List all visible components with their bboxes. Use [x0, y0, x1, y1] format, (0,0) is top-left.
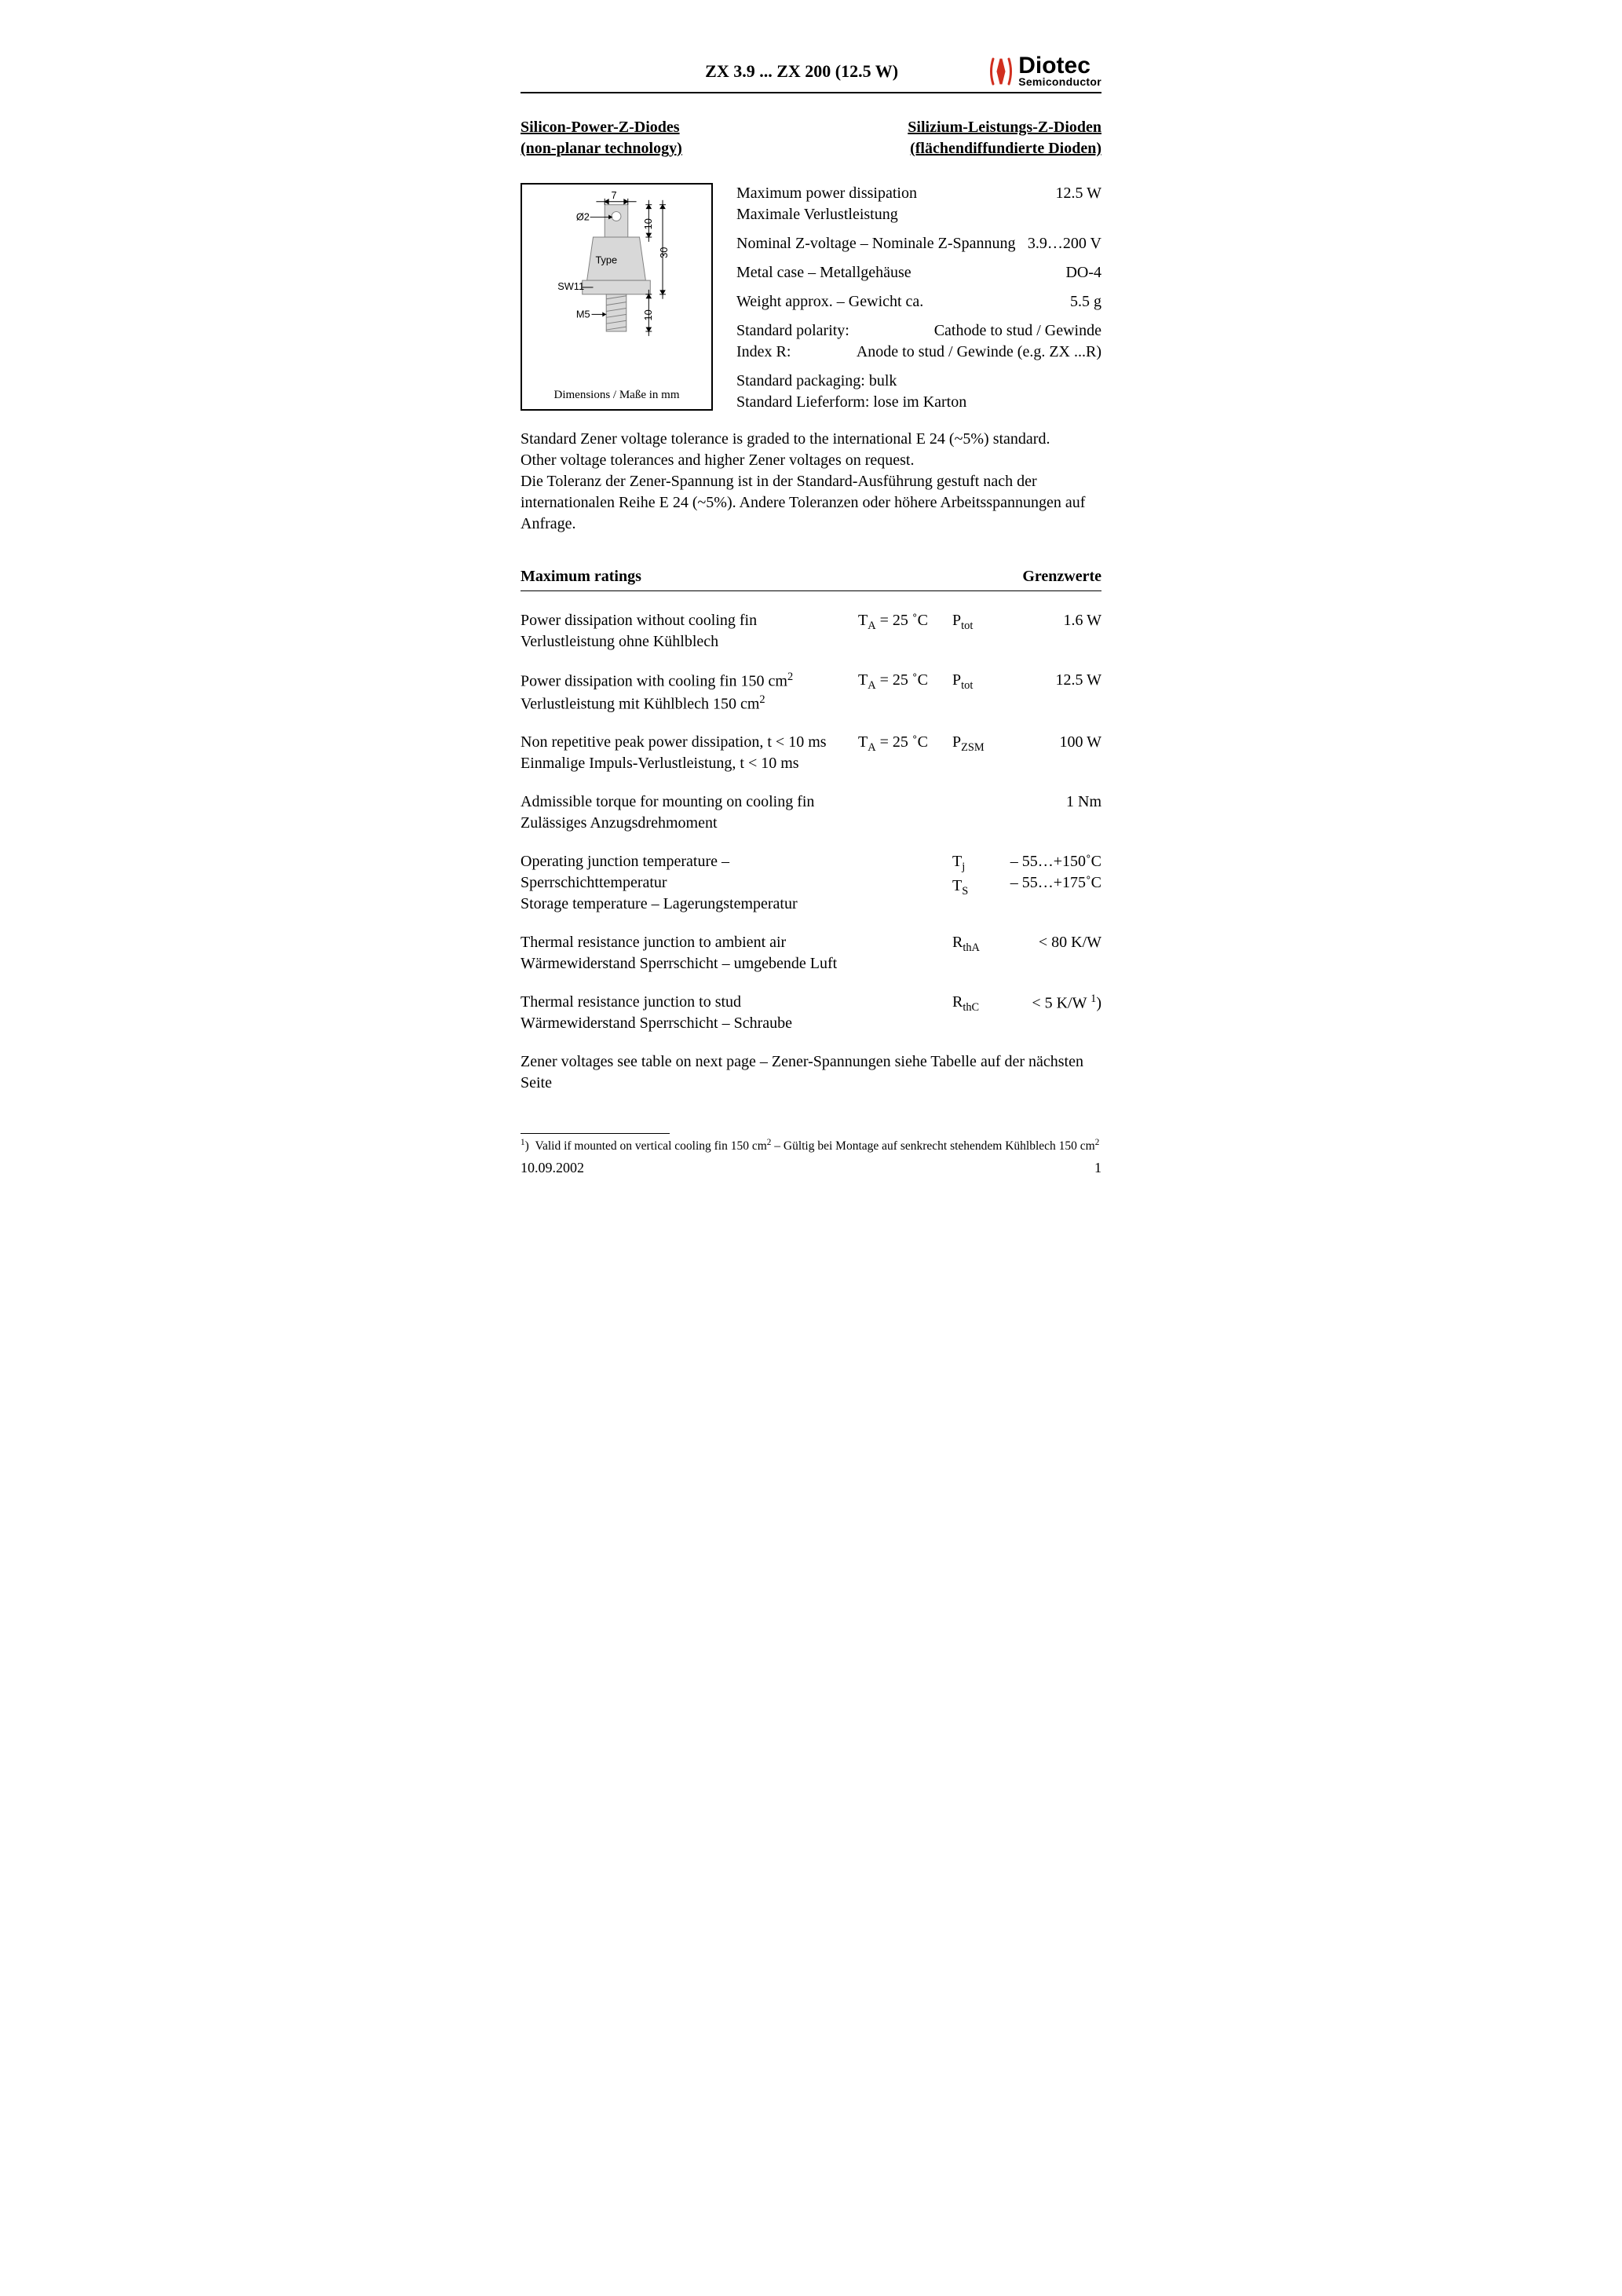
- rating-condition: TA = 25 ˚C: [858, 610, 952, 634]
- label-hex: SW11: [557, 280, 584, 292]
- overview-section: 7 Ø2 10: [521, 183, 1101, 413]
- tolerance-line: Standard Zener voltage tolerance is grad…: [521, 429, 1101, 450]
- rating-row: Thermal resistance junction to studWärme…: [521, 992, 1101, 1034]
- dimension-drawing: 7 Ø2 10: [521, 183, 713, 411]
- spec-value: 12.5 W: [1046, 183, 1101, 225]
- footer-date: 10.09.2002: [521, 1158, 584, 1177]
- footnote: 1) Valid if mounted on vertical cooling …: [521, 1137, 1101, 1155]
- subtitle-left: Silicon-Power-Z-Diodes (non-planar techn…: [521, 117, 682, 159]
- spec-row: Maximum power dissipation Maximale Verlu…: [736, 183, 1101, 225]
- rating-symbol: RthC: [952, 992, 1007, 1015]
- spec-row: Weight approx. – Gewicht ca. 5.5 g: [736, 291, 1101, 313]
- subtitle-right-l1: Silizium-Leistungs-Z-Dioden: [908, 119, 1101, 136]
- diagram-caption: Dimensions / Maße in mm: [554, 387, 680, 403]
- rating-symbol: RthA: [952, 932, 1007, 956]
- page-header: ZX 3.9 ... ZX 200 (12.5 W) Diotec Semico…: [521, 55, 1101, 93]
- polarity-label-1: Standard polarity:: [736, 320, 925, 342]
- label-type: Type: [595, 254, 617, 265]
- rating-value: 1.6 W: [1007, 610, 1101, 631]
- spec-label: Nominal Z-voltage – Nominale Z-Spannung: [736, 233, 1018, 254]
- packaging-de: Standard Lieferform: lose im Karton: [736, 392, 1101, 413]
- rating-value: 1 Nm: [1007, 792, 1101, 813]
- header-title: ZX 3.9 ... ZX 200 (12.5 W): [615, 60, 988, 83]
- spec-value: 5.5 g: [1061, 291, 1101, 313]
- spec-label-de: Maximale Verlustleistung: [736, 206, 898, 223]
- ratings-table: Power dissipation without cooling finVer…: [521, 610, 1101, 1034]
- tolerance-line: Other voltage tolerances and higher Zene…: [521, 450, 1101, 471]
- rating-condition: TA = 25 ˚C: [858, 670, 952, 693]
- spec-label: Weight approx. – Gewicht ca.: [736, 291, 1061, 313]
- rating-row: Operating junction temperature – Sperrsc…: [521, 851, 1101, 915]
- rating-label: Thermal resistance junction to studWärme…: [521, 992, 858, 1034]
- rating-row: Non repetitive peak power dissipation, t…: [521, 732, 1101, 774]
- rating-symbol: Ptot: [952, 610, 1007, 634]
- spec-value: DO-4: [1056, 262, 1101, 283]
- dim-total-h: 30: [658, 247, 670, 258]
- rating-condition: TA = 25 ˚C: [858, 732, 952, 755]
- rating-row: Thermal resistance junction to ambient a…: [521, 932, 1101, 974]
- rating-value: < 5 K/W 1): [1007, 992, 1101, 1015]
- subtitle-row: Silicon-Power-Z-Diodes (non-planar techn…: [521, 117, 1101, 159]
- dim-hole: Ø2: [576, 210, 590, 222]
- subtitle-right-l2: (flächendiffundierte Dioden): [910, 140, 1101, 157]
- specs-block: Maximum power dissipation Maximale Verlu…: [736, 183, 1101, 413]
- dim-top-w: 7: [612, 191, 617, 201]
- rating-label: Operating junction temperature – Sperrsc…: [521, 851, 858, 915]
- packaging-en: Standard packaging: bulk: [736, 371, 1101, 392]
- brand-sub: Semiconductor: [1018, 76, 1101, 87]
- rating-symbol: PZSM: [952, 732, 1007, 755]
- rating-label: Power dissipation with cooling fin 150 c…: [521, 670, 858, 715]
- rating-value: < 80 K/W: [1007, 932, 1101, 953]
- label-thread: M5: [576, 308, 590, 320]
- rating-symbol: Ptot: [952, 670, 1007, 693]
- rating-value: – 55…+150˚C– 55…+175˚C: [1007, 851, 1101, 894]
- spec-label: Metal case – Metallgehäuse: [736, 262, 1056, 283]
- packaging-block: Standard packaging: bulk Standard Liefer…: [736, 371, 1101, 413]
- see-next-page: Zener voltages see table on next page – …: [521, 1051, 1101, 1094]
- rating-row: Power dissipation with cooling fin 150 c…: [521, 670, 1101, 715]
- datasheet-page: ZX 3.9 ... ZX 200 (12.5 W) Diotec Semico…: [466, 31, 1156, 1209]
- rating-label: Power dissipation without cooling finVer…: [521, 610, 858, 653]
- rating-label: Non repetitive peak power dissipation, t…: [521, 732, 858, 774]
- brand-logo: Diotec Semiconductor: [988, 55, 1101, 87]
- brand-name: Diotec: [1018, 55, 1101, 76]
- polarity-block: Standard polarity: Cathode to stud / Gew…: [736, 320, 1101, 363]
- tolerance-paragraph: Standard Zener voltage tolerance is grad…: [521, 429, 1101, 535]
- ratings-header-left: Maximum ratings: [521, 566, 641, 587]
- subtitle-left-l1: Silicon-Power-Z-Diodes: [521, 119, 680, 136]
- diode-package-svg: 7 Ø2 10: [522, 191, 711, 388]
- rating-label: Thermal resistance junction to ambient a…: [521, 932, 858, 974]
- dim-thread-h: 10: [642, 309, 654, 320]
- rating-value: 100 W: [1007, 732, 1101, 753]
- rating-row: Power dissipation without cooling finVer…: [521, 610, 1101, 653]
- tolerance-line: Die Toleranz der Zener-Spannung ist in d…: [521, 471, 1101, 535]
- ratings-header-right: Grenzwerte: [1022, 566, 1101, 587]
- polarity-label-2: Index R:: [736, 342, 847, 363]
- spec-label-en: Maximum power dissipation: [736, 185, 917, 202]
- ratings-header: Maximum ratings Grenzwerte: [521, 566, 1101, 591]
- footer-page-number: 1: [1094, 1158, 1101, 1177]
- footnote-rule: [521, 1133, 670, 1134]
- logo-text-block: Diotec Semiconductor: [1018, 55, 1101, 87]
- polarity-value-2: Anode to stud / Gewinde (e.g. ZX ...R): [847, 342, 1101, 363]
- subtitle-right: Silizium-Leistungs-Z-Dioden (flächendiff…: [908, 117, 1101, 159]
- polarity-value-1: Cathode to stud / Gewinde: [925, 320, 1101, 342]
- rating-symbol: TjTS: [952, 851, 1007, 899]
- dim-top-h: 10: [642, 218, 654, 229]
- rating-value: 12.5 W: [1007, 670, 1101, 691]
- logo-icon: [988, 56, 1014, 87]
- subtitle-left-l2: (non-planar technology): [521, 140, 682, 157]
- rating-row: Admissible torque for mounting on coolin…: [521, 792, 1101, 834]
- spec-value: 3.9…200 V: [1018, 233, 1101, 254]
- rating-label: Admissible torque for mounting on coolin…: [521, 792, 858, 834]
- spec-row: Nominal Z-voltage – Nominale Z-Spannung …: [736, 233, 1101, 254]
- spec-row: Metal case – Metallgehäuse DO-4: [736, 262, 1101, 283]
- page-footer: 10.09.2002 1: [521, 1158, 1101, 1177]
